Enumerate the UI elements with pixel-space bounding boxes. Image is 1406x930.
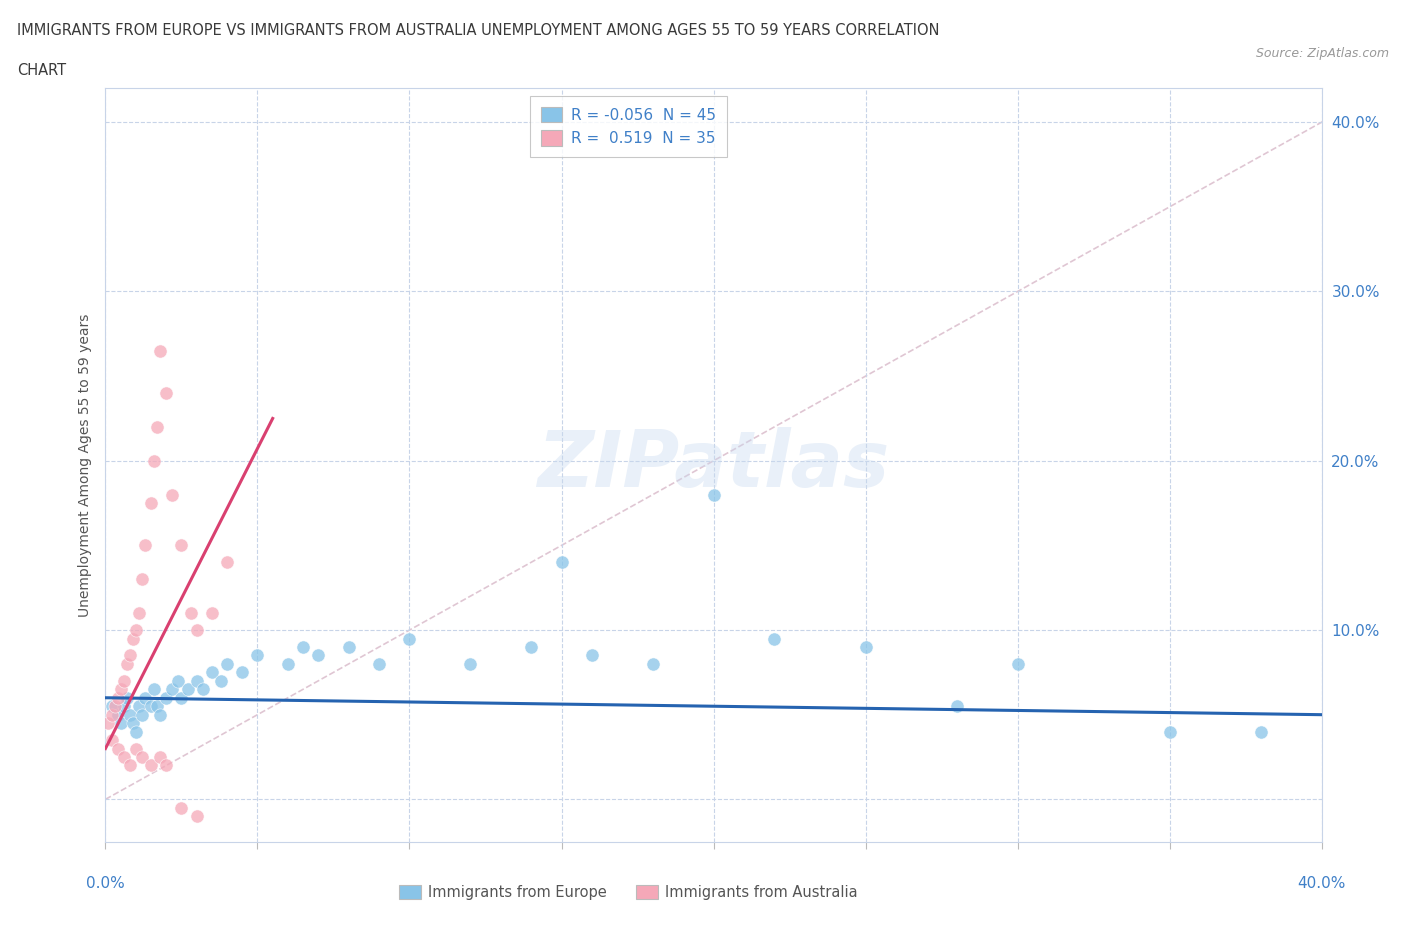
Point [115,690,138,705]
Point [131,707,153,722]
Point [149,343,172,358]
Point [146,698,169,713]
Point [162,682,184,697]
Point [191,682,214,697]
Point [107,707,129,722]
Point [128,605,150,620]
Text: CHART: CHART [17,63,66,78]
Point [162,487,184,502]
Point [100,698,122,713]
Y-axis label: Unemployment Among Ages 55 to 59 years: Unemployment Among Ages 55 to 59 years [79,313,93,617]
Point [246,648,269,663]
Point [176,682,198,697]
Point [180,605,202,620]
Point [292,640,315,655]
Point [581,648,603,663]
Point [398,631,420,646]
Legend: Immigrants from Europe, Immigrants from Australia: Immigrants from Europe, Immigrants from … [394,879,863,906]
Text: Source: ZipAtlas.com: Source: ZipAtlas.com [1256,46,1389,60]
Point [167,673,190,688]
Point [97,716,120,731]
Point [855,640,877,655]
Point [149,750,172,764]
Point [134,690,156,705]
Point [110,682,132,697]
Point [641,657,664,671]
Point [186,809,208,824]
Point [118,707,141,722]
Point [139,758,162,773]
Point [100,733,122,748]
Point [139,698,162,713]
Point [155,386,177,401]
Point [217,657,239,671]
Point [1159,724,1181,739]
Point [134,538,156,552]
Point [118,758,141,773]
Point [103,698,125,713]
Point [1007,657,1029,671]
Point [131,572,153,587]
Point [121,716,143,731]
Point [125,622,148,637]
Point [170,801,193,816]
Point [201,665,224,680]
Point [277,657,299,671]
Point [107,741,129,756]
Point [146,419,169,434]
Point [186,622,208,637]
Point [112,698,135,713]
Point [125,724,148,739]
Point [170,690,193,705]
Point [209,673,232,688]
Point [118,648,141,663]
Point [945,698,967,713]
Point [458,657,481,671]
Text: ZIPatlas: ZIPatlas [537,427,890,503]
Point [201,605,224,620]
Point [131,750,153,764]
Point [107,690,129,705]
Point [143,682,166,697]
Point [702,487,725,502]
Point [143,453,166,468]
Point [337,640,360,655]
Point [121,631,143,646]
Point [125,741,148,756]
Point [217,555,239,570]
Point [155,758,177,773]
Point [307,648,329,663]
Point [112,750,135,764]
Point [1250,724,1272,739]
Point [368,657,391,671]
Point [520,640,543,655]
Point [155,690,177,705]
Point [763,631,786,646]
Point [186,673,208,688]
Point [149,707,172,722]
Point [550,555,572,570]
Text: IMMIGRANTS FROM EUROPE VS IMMIGRANTS FROM AUSTRALIA UNEMPLOYMENT AMONG AGES 55 T: IMMIGRANTS FROM EUROPE VS IMMIGRANTS FRO… [17,23,939,38]
Text: 0.0%: 0.0% [86,876,125,891]
Point [128,698,150,713]
Text: 40.0%: 40.0% [1298,876,1346,891]
Point [115,657,138,671]
Point [110,716,132,731]
Point [112,673,135,688]
Point [100,707,122,722]
Point [139,496,162,511]
Point [231,665,253,680]
Point [170,538,193,552]
